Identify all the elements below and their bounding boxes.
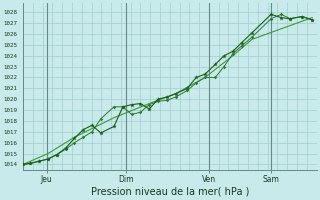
X-axis label: Pression niveau de la mer( hPa ): Pression niveau de la mer( hPa ) (91, 187, 249, 197)
